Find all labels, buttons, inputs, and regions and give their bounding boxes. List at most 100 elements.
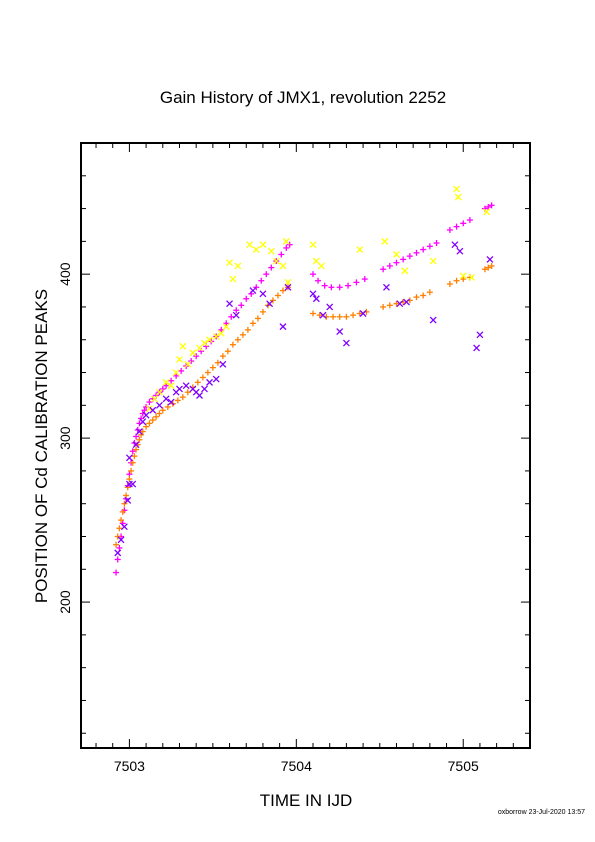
marker-stroke <box>382 283 390 291</box>
data-point <box>259 241 267 249</box>
tick-labels: 7503 7504 7505 200 300 400 <box>57 262 479 774</box>
data-point <box>146 399 153 406</box>
marker-stroke <box>167 382 175 390</box>
marker-stroke <box>252 246 260 254</box>
data-point <box>336 328 344 336</box>
data-point <box>223 320 230 327</box>
data-point <box>356 246 364 254</box>
marker-stroke <box>319 311 327 319</box>
data-point <box>429 257 437 265</box>
data-point <box>486 255 494 263</box>
data-point <box>219 360 227 368</box>
data-point <box>234 336 241 343</box>
data-point <box>176 355 183 363</box>
data-point <box>473 344 481 352</box>
data-point <box>274 292 281 299</box>
marker-stroke <box>196 392 203 399</box>
data-point <box>284 283 292 291</box>
marker-stroke <box>176 355 183 363</box>
marker-stroke <box>476 331 484 339</box>
data-point <box>272 257 280 265</box>
marker-stroke <box>179 342 187 350</box>
data-point <box>319 311 327 319</box>
data-point <box>380 303 387 310</box>
marker-stroke <box>125 454 133 462</box>
marker-stroke <box>189 349 197 357</box>
data-point <box>459 272 467 280</box>
data-point <box>143 423 150 430</box>
data-point <box>224 348 231 355</box>
marker-stroke <box>142 411 150 419</box>
data-point <box>141 407 148 414</box>
data-point <box>310 310 317 317</box>
data-point <box>254 315 261 322</box>
data-point <box>113 541 120 548</box>
data-point <box>246 241 254 249</box>
data-point <box>233 307 240 314</box>
marker-stroke <box>114 549 122 557</box>
data-point <box>342 339 350 347</box>
data-point <box>155 388 163 396</box>
data-point <box>483 208 491 216</box>
data-point <box>179 342 187 350</box>
data-point <box>188 358 195 365</box>
data-point <box>114 549 122 557</box>
data-point <box>283 244 290 251</box>
data-point <box>119 508 126 515</box>
x-tick-label: 7503 <box>114 758 145 774</box>
y-tick-label: 400 <box>57 262 73 286</box>
marker-stroke <box>266 300 274 308</box>
data-point <box>162 395 170 403</box>
data-point <box>206 336 213 344</box>
data-point <box>279 323 287 331</box>
data-point <box>485 264 492 271</box>
data-point <box>132 441 140 449</box>
data-point <box>229 275 237 283</box>
data-point <box>267 247 275 255</box>
x-tick-label: 7504 <box>281 758 312 774</box>
data-point <box>167 382 175 390</box>
data-point <box>259 290 267 298</box>
data-point <box>269 297 276 304</box>
data-point <box>214 359 221 366</box>
data-point <box>129 459 136 466</box>
data-point <box>117 536 125 544</box>
data-point <box>433 240 440 247</box>
data-point <box>135 428 143 436</box>
marker-stroke <box>468 273 476 281</box>
marker-stroke <box>155 388 163 396</box>
data-point <box>466 217 473 224</box>
data-point <box>164 403 171 410</box>
data-point <box>446 281 453 288</box>
data-point <box>184 360 192 368</box>
data-point <box>309 241 317 249</box>
marker-stroke <box>259 241 267 249</box>
data-point <box>382 283 390 291</box>
data-point <box>406 253 413 260</box>
data-point <box>259 308 266 315</box>
data-point <box>420 292 427 299</box>
marker-stroke <box>162 378 170 386</box>
data-point <box>182 382 190 390</box>
data-point <box>120 523 128 531</box>
data-point <box>481 266 488 273</box>
marker-stroke <box>117 536 125 544</box>
data-point <box>356 310 363 317</box>
data-point <box>226 259 234 267</box>
data-point <box>232 311 240 319</box>
data-point <box>403 298 410 306</box>
marker-stroke <box>312 257 320 265</box>
data-point <box>476 331 484 339</box>
data-point <box>116 544 123 551</box>
marker-stroke <box>145 405 153 413</box>
data-point <box>380 266 387 273</box>
data-point <box>229 341 236 348</box>
data-point <box>184 389 191 396</box>
data-point <box>228 313 235 320</box>
data-point <box>286 241 293 248</box>
marker-stroke <box>217 329 225 337</box>
data-point <box>396 300 404 308</box>
data-point <box>345 282 352 289</box>
data-point <box>252 246 260 254</box>
data-point <box>316 312 323 319</box>
